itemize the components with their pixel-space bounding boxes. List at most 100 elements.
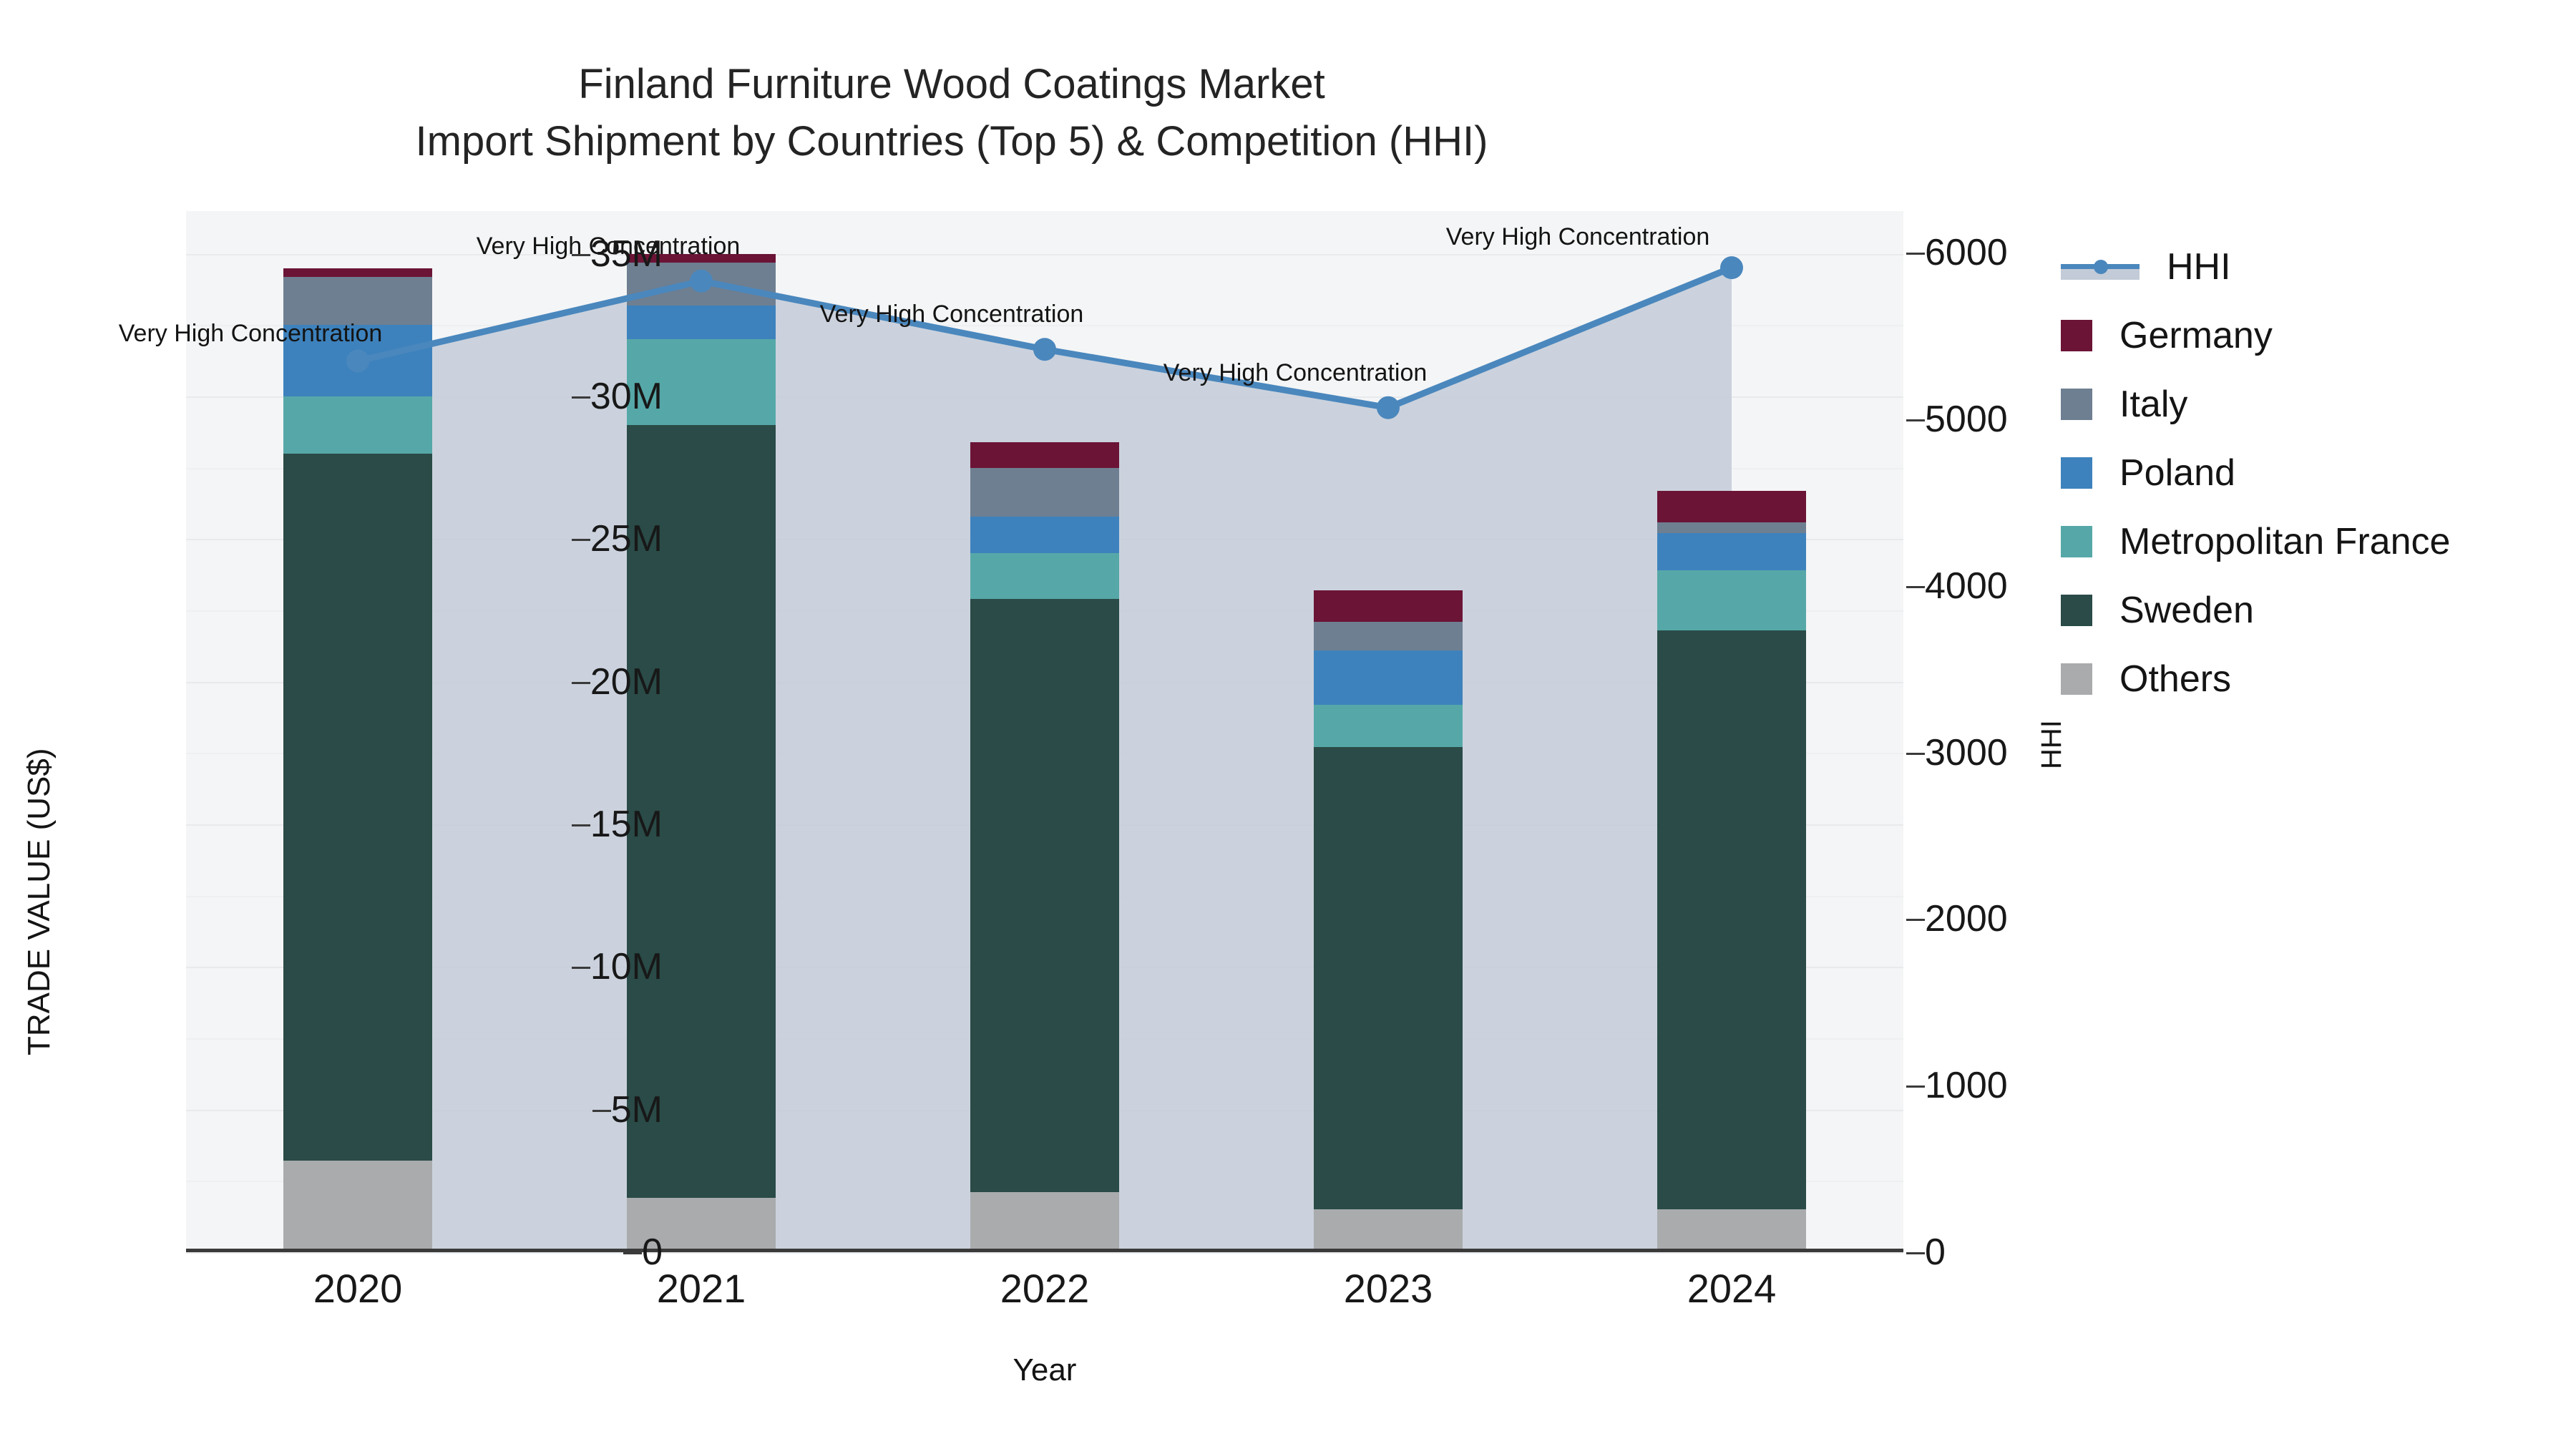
x-axis-baseline [186, 1249, 1903, 1252]
concentration-annotation: Very High Concentration [819, 301, 1084, 328]
legend-color-swatch [2061, 526, 2092, 557]
y2-axis-tick-label: 3000 [1906, 731, 2008, 774]
bar-segment-italy[interactable] [1314, 622, 1463, 650]
bar-segment-metropolitan-france[interactable] [1314, 704, 1463, 748]
legend-color-swatch [2061, 457, 2092, 489]
y2-axis-tick-mark [1906, 253, 1925, 255]
legend-item-label: Others [2119, 658, 2232, 700]
bar-segment-italy[interactable] [283, 276, 432, 326]
bar-segment-sweden[interactable] [283, 453, 432, 1161]
legend-item-others[interactable]: Others [2061, 645, 2450, 713]
legend-item-poland[interactable]: Poland [2061, 439, 2450, 507]
concentration-annotation: Very High Concentration [1163, 358, 1428, 386]
y-axis-tick-mark [571, 539, 590, 542]
bar-segment-others[interactable] [627, 1198, 776, 1252]
x-axis-tick-label: 2020 [313, 1266, 403, 1311]
legend-color-swatch [2061, 595, 2092, 626]
bar-stack[interactable] [970, 211, 1119, 1252]
y-axis-tick-label: 15M [571, 803, 663, 846]
bar-segment-germany[interactable] [283, 268, 432, 277]
bar-segment-metropolitan-france[interactable] [970, 553, 1119, 600]
bar-segment-germany[interactable] [1657, 490, 1806, 522]
bar-segment-poland[interactable] [1314, 650, 1463, 705]
y-axis-tick-label: 30M [571, 375, 663, 418]
legend-item-label: Poland [2119, 452, 2235, 494]
chart-title-line-1: Finland Furniture Wood Coatings Market [578, 61, 1325, 107]
bar-stack[interactable] [283, 211, 432, 1252]
bar-segment-poland[interactable] [627, 305, 776, 340]
bar-segment-sweden[interactable] [627, 424, 776, 1199]
x-axis-tick-label: 2024 [1687, 1266, 1777, 1311]
y-axis-tick-mark [571, 253, 590, 256]
y2-axis-tick-mark [1906, 419, 1925, 421]
bar-segment-sweden[interactable] [1657, 630, 1806, 1210]
legend-line-marker [2094, 260, 2108, 274]
y-axis-tick-label: 25M [571, 517, 663, 560]
bar-segment-italy[interactable] [970, 467, 1119, 517]
bar-segment-others[interactable] [1657, 1209, 1806, 1252]
x-axis-tick-label: 2023 [1343, 1266, 1433, 1311]
x-axis-tick-label: 2022 [1000, 1266, 1090, 1311]
bar-segment-metropolitan-france[interactable] [1657, 570, 1806, 630]
y-axis-tick-mark [571, 396, 590, 399]
bar-segment-others[interactable] [1314, 1209, 1463, 1252]
y2-axis-title: HHI [2036, 720, 2067, 769]
legend-item-hhi[interactable]: HHI [2061, 233, 2450, 301]
bar-stack[interactable] [1657, 211, 1806, 1252]
y2-axis-tick-label: 0 [1906, 1231, 1946, 1274]
y2-axis-tick-mark [1906, 752, 1925, 755]
y2-axis-tick-label: 4000 [1906, 565, 2008, 608]
bar-segment-others[interactable] [970, 1192, 1119, 1252]
legend-item-label: Germany [2119, 315, 2273, 356]
bar-segment-poland[interactable] [1657, 533, 1806, 571]
y-axis-tick-label: 35M [571, 233, 663, 275]
legend-item-label: Metropolitan France [2119, 521, 2451, 562]
chart-legend: HHI Germany Italy Poland Metropolitan France… [2061, 233, 2450, 713]
legend-item-italy[interactable]: Italy [2061, 370, 2450, 439]
bar-segment-sweden[interactable] [1314, 747, 1463, 1210]
y2-axis-tick-mark [1906, 585, 1925, 588]
concentration-annotation: Very High Concentration [1445, 223, 1710, 251]
legend-line-swatch [2061, 251, 2140, 283]
bar-segment-sweden[interactable] [970, 599, 1119, 1193]
x-axis-label: Year [1013, 1352, 1077, 1387]
bar-segment-others[interactable] [283, 1161, 432, 1252]
legend-color-swatch [2061, 389, 2092, 420]
y2-axis-tick-mark [1906, 1085, 1925, 1088]
y2-axis-tick-label: 6000 [1906, 231, 2008, 274]
y-axis-tick-label: 0 [623, 1231, 663, 1274]
y2-axis-tick-label: 5000 [1906, 398, 2008, 441]
plot-inner: Very High Concentration Very High Concent… [119, 211, 1903, 1254]
chart-title: Finland Furniture Wood Coatings Market I… [0, 56, 1903, 170]
y-axis-tick-label: 5M [592, 1088, 663, 1131]
legend-color-swatch [2061, 320, 2092, 351]
y-axis-tick-mark [571, 681, 590, 684]
legend-item-sweden[interactable]: Sweden [2061, 576, 2450, 645]
bar-segment-metropolitan-france[interactable] [283, 396, 432, 454]
y-axis-tick-label: 10M [571, 945, 663, 988]
y-axis-tick-mark [571, 967, 590, 970]
bar-segment-germany[interactable] [1314, 590, 1463, 623]
gridline [186, 253, 1903, 255]
legend-item-metropolitan-france[interactable]: Metropolitan France [2061, 507, 2450, 576]
plot-area: Very High Concentration Very High Concent… [119, 211, 1903, 1254]
bar-segment-poland[interactable] [970, 516, 1119, 554]
concentration-annotation: Very High Concentration [118, 319, 383, 347]
bar-segment-germany[interactable] [970, 441, 1119, 468]
legend-color-swatch [2061, 663, 2092, 695]
y2-axis-tick-mark [1906, 919, 1925, 922]
y-axis-tick-mark [571, 824, 590, 827]
chart-title-line-2: Import Shipment by Countries (Top 5) & C… [415, 118, 1488, 165]
bar-segment-italy[interactable] [1657, 522, 1806, 534]
legend-item-label: Sweden [2119, 590, 2254, 631]
bar-stack[interactable] [1314, 211, 1463, 1252]
legend-item-germany[interactable]: Germany [2061, 301, 2450, 370]
y-axis-tick-mark [592, 1109, 611, 1112]
legend-item-label: HHI [2167, 246, 2231, 288]
bar-segment-germany[interactable] [627, 253, 776, 263]
y2-axis-tick-label: 1000 [1906, 1064, 2008, 1107]
y-axis-tick-mark [623, 1252, 643, 1254]
y-axis-title: TRADE VALUE (US$) [21, 748, 57, 1056]
y-axis-tick-label: 20M [571, 660, 663, 703]
